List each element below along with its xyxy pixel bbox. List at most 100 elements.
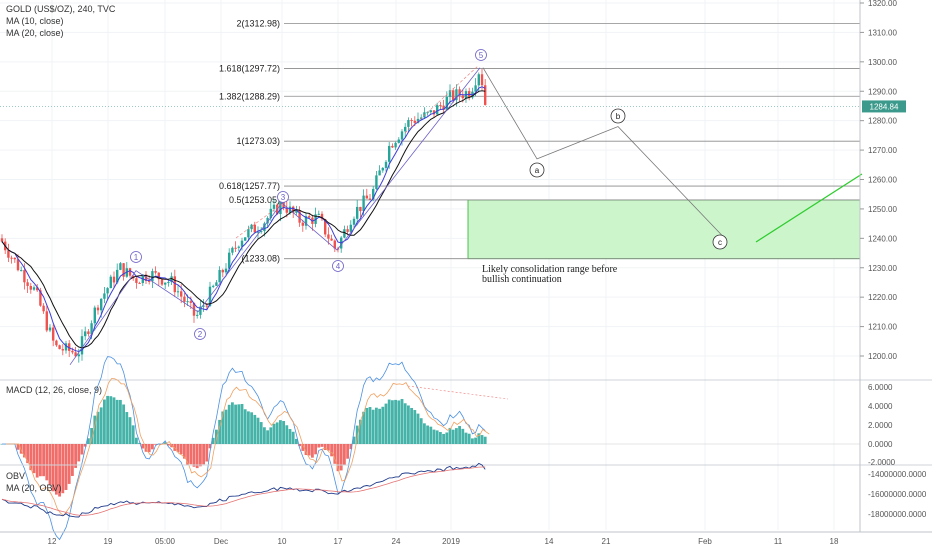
time-tick-label: 12: [48, 537, 57, 546]
candle-body: [263, 223, 266, 232]
candle-body: [212, 285, 215, 287]
macd-histogram-bar: [323, 444, 327, 451]
macd-histogram-bar: [327, 444, 330, 451]
candle-body: [154, 271, 157, 273]
impulse-wave-path: [69, 67, 481, 366]
macd-histogram-bar: [208, 444, 212, 449]
macd-histogram-bar: [138, 442, 141, 444]
candle-body: [20, 270, 23, 272]
candle-body: [237, 246, 240, 248]
candle-body: [285, 207, 288, 213]
candle-body: [189, 301, 192, 303]
macd-histogram-bar: [109, 396, 113, 444]
candle-body: [455, 89, 458, 101]
obv-line: [1, 462, 486, 518]
macd-histogram-bar: [423, 423, 426, 444]
bullish-continuation-line: [755, 173, 863, 243]
time-tick-label: 24: [392, 537, 401, 546]
macd-histogram-bar: [416, 413, 420, 444]
candle-body: [301, 222, 304, 226]
consolidation-box: Likely consolidation range beforebullish…: [467, 199, 861, 285]
candle-body: [122, 263, 125, 277]
time-tick-label: 17: [334, 537, 343, 546]
macd-histogram-bar: [55, 444, 58, 495]
candle-body: [253, 224, 256, 233]
macd-histogram-bar: [387, 399, 391, 444]
macd-histogram-bar: [442, 433, 445, 444]
macd-histogram-bar: [96, 411, 100, 444]
macd-divergence-line: [407, 385, 509, 400]
candle-body: [52, 327, 55, 341]
abc-label: a: [535, 166, 540, 175]
macd-histogram-bar: [365, 408, 369, 444]
candle-body: [269, 208, 272, 218]
fib-label: (1233.08): [241, 254, 280, 264]
price-tick-label: 1290.00: [868, 87, 897, 96]
candle-body: [343, 229, 346, 238]
macd-histogram-bar: [317, 444, 321, 448]
candle-body: [202, 305, 205, 307]
macd-histogram-bar: [464, 432, 468, 444]
candle-body: [112, 276, 116, 283]
macd-histogram-bar: [179, 444, 183, 455]
candle-body: [84, 331, 87, 337]
channel-line: [404, 65, 479, 134]
candle-body: [381, 167, 384, 171]
wave-marker: [475, 49, 487, 61]
obv-tick-label: -14000000.0000: [868, 470, 927, 479]
candle-body: [48, 327, 52, 331]
candle-body: [250, 224, 253, 230]
macd-histogram-bar: [458, 426, 461, 444]
macd-legend: MACD (12, 26, close, 9): [6, 385, 103, 395]
candle-body: [231, 247, 234, 253]
fib-label: 0.618(1257.77): [219, 181, 280, 191]
candle-body: [378, 170, 381, 176]
candle-body: [16, 259, 20, 271]
candle-body: [458, 89, 461, 96]
abc-marker: [529, 162, 545, 178]
wave-marker: [277, 191, 289, 203]
candle-body: [26, 282, 29, 286]
candle-body: [116, 269, 119, 283]
candle-body: [442, 105, 445, 110]
candle-body: [45, 311, 48, 331]
price-tick-label: 1200.00: [868, 352, 897, 361]
moving-averages: [1, 86, 486, 353]
wave-label: 3: [281, 193, 286, 202]
price-tick-label: 1300.00: [868, 58, 897, 67]
elliott-waves: 1 2 3 4 5 a b c: [69, 49, 863, 366]
macd-histogram-bar: [263, 427, 266, 444]
macd-histogram-bar: [128, 417, 132, 444]
candle-body: [180, 291, 183, 297]
time-tick-label: Feb: [698, 537, 712, 546]
time-tick-label: 19: [104, 537, 113, 546]
time-tick-label: 2019: [442, 537, 460, 546]
candle-body: [256, 231, 260, 233]
obv-ma-legend: MA (20, OBV): [6, 483, 62, 493]
price-tag-bg: [862, 100, 906, 113]
obv-legend: OBV: [6, 471, 26, 481]
price-tick-label: 1310.00: [868, 28, 897, 37]
macd-histogram-bar: [288, 429, 292, 444]
macd-histogram-bar: [368, 407, 372, 444]
macd-histogram-bar: [112, 397, 116, 444]
price-tick-label: 1220.00: [868, 293, 897, 302]
macd-histogram-bar: [202, 444, 205, 465]
macd-histogram-bar: [32, 444, 36, 474]
fib-label: 1.618(1297.72): [219, 64, 280, 74]
candle-body: [196, 314, 199, 316]
macd-histogram-bar: [103, 399, 106, 444]
candle-body: [64, 343, 68, 351]
macd-histogram-bar: [419, 418, 423, 444]
wave-label: 1: [134, 253, 139, 262]
macd-histogram-bar: [237, 404, 241, 444]
candle-body: [244, 237, 247, 241]
macd-histogram-bar: [439, 432, 442, 444]
macd-histogram-bar: [477, 433, 481, 444]
obv-tick-label: -18000000.0000: [868, 510, 927, 519]
candle-body: [218, 269, 221, 283]
macd-histogram-bar: [154, 444, 157, 445]
consolidation-rect: [467, 199, 861, 260]
candle-body: [0, 238, 4, 242]
